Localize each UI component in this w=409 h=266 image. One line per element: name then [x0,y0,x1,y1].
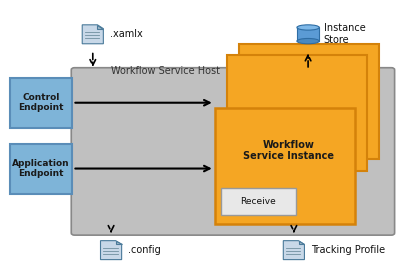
FancyBboxPatch shape [221,188,296,215]
Text: Application
Endpoint: Application Endpoint [12,159,70,178]
Text: Receive: Receive [240,197,276,206]
Polygon shape [97,25,103,29]
Bar [297,27,319,41]
Text: Tracking Profile: Tracking Profile [311,245,385,255]
Text: Control
Endpoint: Control Endpoint [18,93,64,113]
FancyBboxPatch shape [215,108,355,224]
Text: .config: .config [128,245,161,255]
FancyBboxPatch shape [227,55,367,171]
Text: Workflow Service Host: Workflow Service Host [111,66,220,76]
Polygon shape [82,25,103,44]
Text: Workflow
Service Instance: Workflow Service Instance [243,140,334,161]
FancyBboxPatch shape [239,44,379,159]
FancyBboxPatch shape [71,68,395,235]
Text: Instance
Store: Instance Store [324,23,365,45]
Polygon shape [116,241,121,244]
FancyBboxPatch shape [9,144,72,194]
Polygon shape [101,241,121,260]
Polygon shape [299,241,304,244]
Ellipse shape [297,39,319,44]
Ellipse shape [297,25,319,30]
Polygon shape [283,241,304,260]
FancyBboxPatch shape [9,78,72,128]
Text: .xamlx: .xamlx [110,29,143,39]
